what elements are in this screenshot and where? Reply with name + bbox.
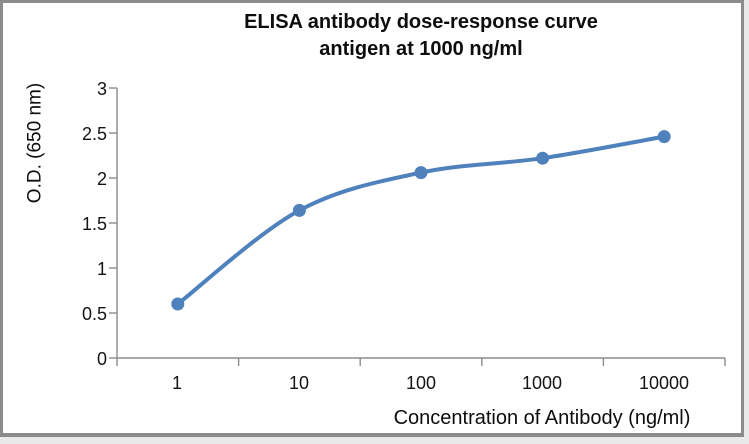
x-tick-label: 100: [405, 373, 437, 393]
y-tick-label: 3: [96, 79, 107, 99]
plot-area: [109, 87, 726, 366]
x-axis-title: Concentration of Antibody (ng/ml): [393, 407, 691, 429]
data-point-marker: [536, 151, 550, 165]
data-point-marker: [292, 203, 306, 217]
y-tick-label: 2: [96, 169, 107, 189]
y-tick-label: 2.5: [81, 124, 107, 144]
y-tick-label: 1.5: [81, 214, 107, 234]
data-point-marker: [171, 297, 185, 311]
y-tick-label: 1: [96, 259, 107, 279]
y-tick-label: 0: [96, 349, 107, 369]
chart-subtitle: antigen at 1000 ng/ml: [319, 38, 523, 60]
axis-line: [116, 88, 725, 359]
x-tick-label: 10000: [638, 373, 690, 393]
data-point-marker: [414, 166, 428, 180]
dose-response-curve: [175, 134, 667, 306]
chart-title-block: ELISA antibody dose-response curve antig…: [117, 9, 725, 63]
y-tick-label: 0.5: [81, 304, 107, 324]
x-tick-label: 10: [288, 373, 310, 393]
elisa-dose-response-chart: ELISA antibody dose-response curve antig…: [0, 0, 744, 437]
data-point-marker: [657, 130, 671, 144]
chart-title: ELISA antibody dose-response curve: [244, 11, 598, 33]
x-tick-label: 1: [171, 373, 182, 393]
x-tick-label: 1000: [521, 373, 563, 393]
